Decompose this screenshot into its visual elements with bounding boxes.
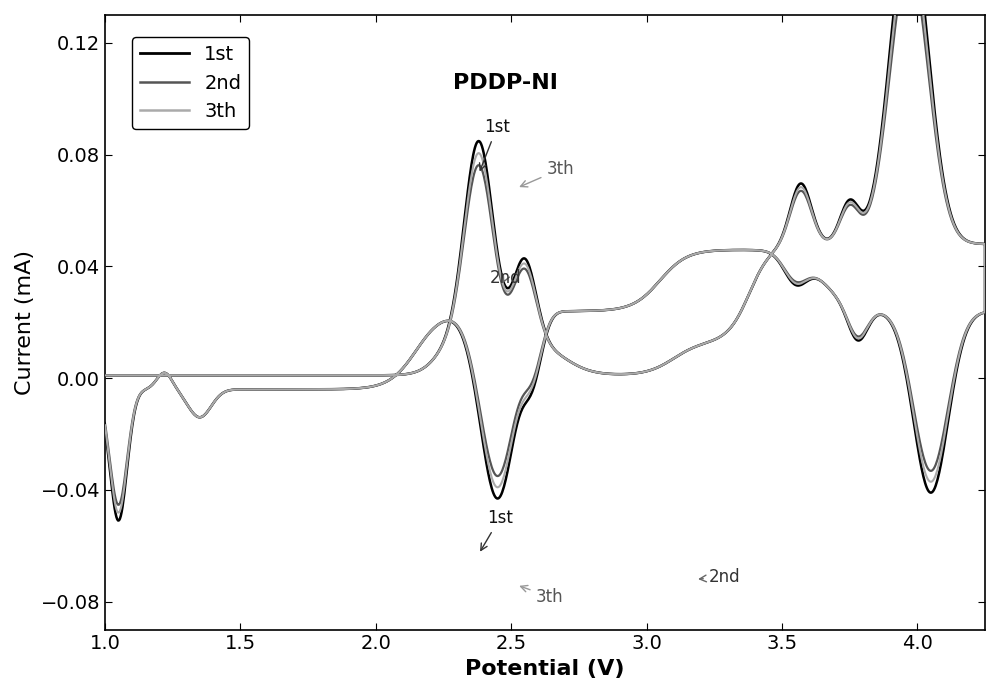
Text: PDDP-NI: PDDP-NI [453,73,558,92]
Legend: 1st, 2nd, 3th: 1st, 2nd, 3th [132,37,249,129]
Text: 1st: 1st [480,119,510,170]
Text: 2nd: 2nd [489,269,521,287]
Y-axis label: Current (mA): Current (mA) [15,250,35,395]
Text: 3th: 3th [521,586,563,606]
X-axis label: Potential (V): Potential (V) [465,659,625,679]
Text: 3th: 3th [520,160,574,187]
Text: 1st: 1st [481,509,513,550]
Text: 2nd: 2nd [700,568,740,586]
